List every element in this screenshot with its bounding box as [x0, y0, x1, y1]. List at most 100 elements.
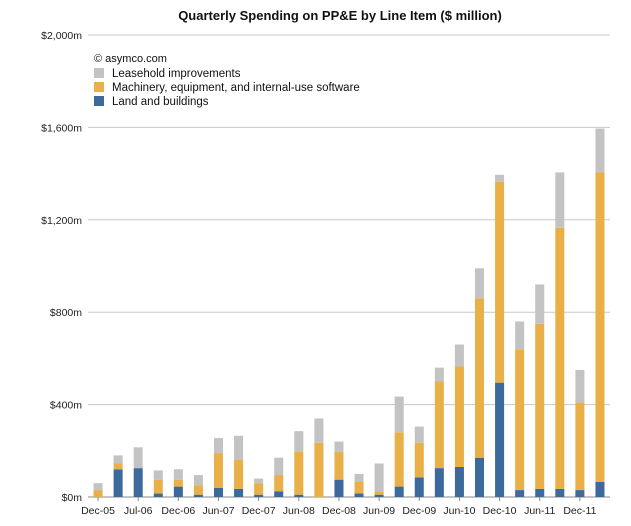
legend-label: Land and buildings [112, 96, 209, 108]
x-tick-label: Dec-11 [563, 505, 596, 517]
bar-segment [294, 431, 304, 452]
y-tick-label: $2,000m [41, 30, 82, 42]
bar-segment [535, 323, 545, 489]
bar-segment [213, 438, 224, 454]
bar-segment [555, 172, 565, 228]
bar-segment [394, 396, 404, 433]
bar-segment [234, 435, 244, 461]
x-tick-label: Jun-07 [202, 505, 234, 517]
bar-segment [334, 441, 344, 452]
bar-segment [535, 488, 545, 497]
bar-segment [575, 369, 585, 403]
bar-segment [474, 457, 485, 497]
bar-segment [595, 481, 605, 497]
bar-segment [173, 479, 183, 487]
bar-segment [394, 486, 404, 497]
legend-label: Leasehold improvements [112, 68, 241, 80]
bar-segment [173, 486, 183, 497]
x-tick-label: Dec-08 [322, 505, 356, 517]
bar-segment [414, 426, 424, 443]
y-tick-label: $0m [62, 492, 83, 504]
bar-segment [133, 468, 143, 497]
bar-segment [555, 488, 565, 497]
bar-segment [354, 481, 364, 494]
bar-segment [113, 463, 123, 470]
bar-segment [374, 463, 384, 492]
bar-segment [274, 475, 284, 492]
y-tick-label: $400m [50, 400, 82, 412]
bar-segment [575, 402, 585, 491]
y-tick-label: $1,200m [41, 215, 82, 227]
chart-title: Quarterly Spending on PP&E by Line Item … [178, 8, 502, 23]
bar-segment [193, 485, 203, 495]
bar-segment [434, 367, 444, 382]
bar-segment [294, 451, 304, 495]
bar-segment [294, 494, 304, 497]
bar-segment [354, 473, 364, 482]
bar-segment [254, 478, 264, 484]
bar-segment [394, 432, 404, 487]
bar-segment [274, 491, 284, 497]
bar-segment [234, 460, 244, 489]
bars [93, 128, 605, 497]
bar-segment [434, 381, 444, 469]
bar-segment [454, 466, 464, 497]
bar-segment [314, 418, 324, 443]
bar-segment [234, 488, 244, 497]
x-tick-label: Jun-10 [443, 505, 475, 517]
bar-segment [113, 469, 123, 497]
bar-segment [173, 469, 183, 480]
y-tick-label: $800m [50, 307, 82, 319]
bar-segment [515, 349, 525, 491]
bar-segment [374, 491, 384, 495]
x-tick-label: Jul-06 [124, 505, 153, 517]
bar-segment [153, 493, 163, 497]
bar-segment [254, 494, 264, 497]
bar-segment [575, 490, 585, 497]
credit-text: © asymco.com [94, 53, 167, 65]
bar-segment [414, 442, 424, 478]
x-tick-label: Dec-06 [161, 505, 195, 517]
x-tick-label: Dec-07 [242, 505, 276, 517]
bar-segment [274, 457, 284, 476]
bar-segment [515, 321, 525, 350]
bar-segment [555, 227, 565, 489]
legend-swatch [94, 82, 104, 92]
bar-segment [153, 470, 163, 480]
bar-segment [193, 494, 203, 497]
x-tick-label: Dec-09 [402, 505, 436, 517]
x-tick-label: Dec-10 [483, 505, 517, 517]
bar-segment [93, 483, 103, 491]
bar-segment [414, 477, 424, 497]
bar-segment [434, 468, 444, 497]
bar-segment [193, 475, 203, 486]
bar-segment [93, 490, 103, 497]
bar-segment [474, 298, 485, 458]
x-tick-label: Jun-08 [283, 505, 315, 517]
bar-segment [454, 366, 464, 467]
bar-segment [334, 451, 344, 480]
y-tick-label: $1,600m [41, 122, 82, 134]
x-tick-label: Jun-09 [363, 505, 395, 517]
bar-segment [113, 455, 123, 464]
legend-swatch [94, 96, 104, 106]
x-tick-label: Dec-05 [81, 505, 115, 517]
bar-segment [495, 382, 505, 497]
bar-segment [354, 493, 364, 497]
bar-segment [133, 447, 143, 469]
bar-segment [254, 483, 264, 495]
bar-segment [595, 172, 605, 482]
x-tick-label: Jun-11 [524, 505, 555, 517]
bar-segment [535, 284, 545, 324]
bar-segment [374, 494, 384, 497]
legend-label: Machinery, equipment, and internal-use s… [112, 82, 360, 94]
bar-segment [474, 268, 485, 299]
bar-segment [213, 453, 224, 488]
bar-segment [334, 479, 344, 497]
bar-segment [595, 128, 605, 173]
bar-segment [495, 181, 505, 383]
bar-segment [495, 174, 505, 182]
legend-swatch [94, 68, 104, 78]
bar-segment [454, 344, 464, 367]
